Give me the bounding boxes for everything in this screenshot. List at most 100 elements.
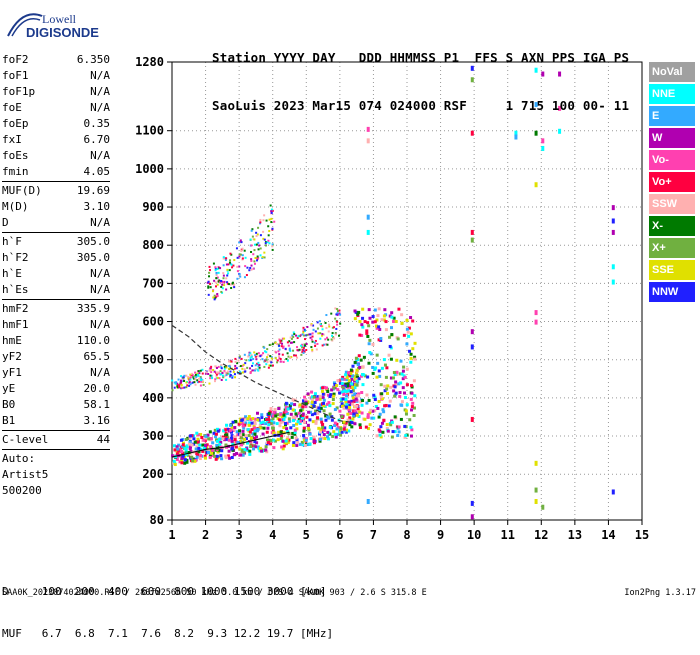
data-point <box>263 251 266 254</box>
data-point <box>368 411 372 415</box>
data-point <box>292 441 296 445</box>
data-point <box>307 428 311 432</box>
data-point <box>295 334 298 337</box>
data-point <box>243 437 247 441</box>
data-point <box>367 324 371 328</box>
data-point <box>217 438 221 442</box>
data-point <box>322 409 326 413</box>
data-point <box>304 405 308 409</box>
data-point <box>393 415 397 419</box>
data-point <box>384 375 388 379</box>
data-point <box>383 363 387 367</box>
data-point <box>248 421 252 425</box>
data-point <box>359 358 363 362</box>
data-point <box>357 392 361 396</box>
data-point <box>353 422 357 426</box>
data-point <box>230 447 234 451</box>
param-label: yF2 <box>2 350 22 363</box>
data-point <box>323 437 327 441</box>
data-point <box>324 321 327 324</box>
data-point <box>358 320 362 324</box>
data-point <box>284 439 288 443</box>
param-row: hmE 110.0 <box>2 333 110 349</box>
data-point <box>265 430 269 434</box>
data-point <box>271 364 274 367</box>
data-point <box>286 407 290 411</box>
data-point <box>223 284 226 287</box>
data-point <box>235 452 239 456</box>
data-point <box>301 412 305 416</box>
data-point <box>333 432 337 436</box>
data-point <box>212 296 215 299</box>
data-point <box>390 311 394 315</box>
data-point <box>282 431 286 435</box>
data-point <box>225 288 228 291</box>
data-point <box>214 297 217 300</box>
data-point <box>344 400 348 404</box>
data-point <box>304 437 308 441</box>
data-point <box>358 410 362 414</box>
data-point <box>333 424 337 428</box>
data-point <box>385 423 389 427</box>
data-point <box>348 423 352 427</box>
data-point <box>273 408 277 412</box>
data-point <box>231 420 235 424</box>
data-point <box>296 441 300 445</box>
data-point <box>277 350 280 353</box>
data-point <box>254 364 257 367</box>
data-point <box>282 444 286 448</box>
data-point <box>308 432 312 436</box>
data-point <box>236 433 240 437</box>
data-point <box>318 320 321 323</box>
data-point <box>316 395 320 399</box>
param-row: yE 20.0 <box>2 381 110 397</box>
data-point <box>269 343 272 346</box>
param-label: fxI <box>2 133 22 146</box>
data-point <box>243 249 246 252</box>
data-point <box>254 369 257 372</box>
param-value: 0.35 <box>83 117 111 130</box>
data-point <box>394 320 398 324</box>
data-point <box>355 383 359 387</box>
data-point <box>331 402 335 406</box>
data-point <box>411 347 415 351</box>
data-point <box>383 308 387 312</box>
data-point <box>307 410 311 414</box>
data-point <box>311 398 315 402</box>
data-point <box>271 209 274 212</box>
data-point <box>380 318 384 322</box>
data-point <box>279 358 282 361</box>
data-point <box>240 422 244 426</box>
data-point <box>265 363 268 366</box>
data-point <box>209 445 213 449</box>
data-point <box>228 456 232 460</box>
data-point <box>534 67 538 73</box>
data-point <box>201 380 204 383</box>
data-point <box>188 384 191 387</box>
data-point <box>194 447 198 451</box>
data-point <box>260 413 264 417</box>
data-point <box>226 370 229 373</box>
data-point <box>335 327 338 330</box>
data-point <box>199 369 202 372</box>
data-point <box>286 430 290 434</box>
data-point <box>187 376 190 379</box>
data-point <box>205 371 208 374</box>
data-point <box>241 247 244 250</box>
data-point <box>194 375 197 378</box>
data-point <box>350 377 354 381</box>
data-point <box>335 313 338 316</box>
data-point <box>327 338 330 341</box>
data-point <box>363 417 367 421</box>
data-point <box>208 454 212 458</box>
data-point <box>408 418 412 422</box>
data-point <box>215 443 219 447</box>
data-point <box>313 412 317 416</box>
data-point <box>297 335 300 338</box>
data-point <box>193 381 196 384</box>
data-point <box>310 400 314 404</box>
data-point <box>190 443 194 447</box>
data-point <box>323 385 327 389</box>
data-point <box>215 427 219 431</box>
data-point <box>348 405 352 409</box>
